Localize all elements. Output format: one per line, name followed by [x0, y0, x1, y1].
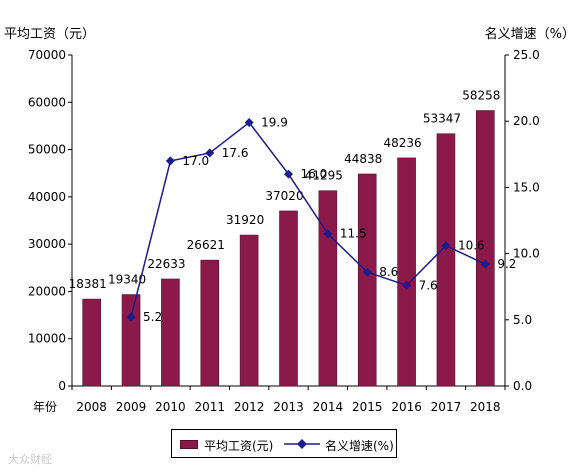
left-tick-label: 0 — [58, 379, 66, 393]
x-tick-label: 2010 — [155, 400, 186, 414]
bar-value-label-2008: 18381 — [69, 277, 107, 291]
bar-value-label-2009: 19340 — [108, 273, 146, 287]
bar-2009 — [121, 294, 141, 387]
growth-value-label-2013: 16.0 — [301, 167, 328, 181]
x-axis-title: 年份 — [33, 400, 57, 414]
x-tick-label: 2014 — [313, 400, 344, 414]
x-tick-label: 2011 — [194, 400, 225, 414]
growth-line — [130, 121, 486, 318]
left-axis-title: 平均工资（元） — [4, 27, 95, 42]
left-tick-label: 40000 — [28, 190, 66, 204]
growth-point-2012 — [244, 117, 254, 128]
x-tick-label: 2016 — [391, 400, 422, 414]
chart-legend: 平均工资(元) 名义增速(%) — [171, 429, 397, 458]
left-tick-label: 60000 — [28, 95, 66, 109]
growth-value-label-2014: 11.5 — [340, 227, 367, 241]
growth-point-2010 — [165, 156, 175, 166]
right-tick-label: 5.0 — [513, 313, 532, 327]
left-tick-label: 30000 — [28, 237, 66, 251]
legend-label-bar: 平均工资(元) — [204, 439, 274, 453]
left-tick-label: 70000 — [28, 48, 66, 62]
legend-label-line: 名义增速(%) — [325, 439, 394, 453]
bar-value-label-2012: 31920 — [226, 213, 264, 227]
bar-value-label-2011: 26621 — [187, 238, 225, 252]
bar-value-label-2016: 48236 — [383, 136, 421, 150]
x-tick-label: 2013 — [273, 400, 304, 414]
growth-value-label-2015: 8.6 — [379, 265, 398, 279]
growth-value-label-2012: 19.9 — [261, 116, 288, 130]
growth-value-label-2009: 5.2 — [143, 310, 162, 324]
bar-value-label-2015: 44838 — [344, 152, 382, 166]
bar-value-label-2014: 41295 — [305, 169, 343, 183]
right-tick-label: 20.0 — [513, 114, 540, 128]
x-tick-label: 2017 — [431, 400, 462, 414]
left-tick-label: 10000 — [28, 332, 66, 346]
growth-value-label-2016: 7.6 — [419, 278, 438, 292]
right-axis-title: 名义增速（%） — [485, 26, 575, 42]
bar-value-label-2017: 53347 — [423, 112, 461, 126]
bar-2015 — [357, 173, 377, 387]
x-tick-label: 2018 — [470, 400, 501, 414]
right-tick-label: 15.0 — [513, 180, 540, 194]
left-tick-label: 20000 — [28, 284, 66, 298]
bar-2018 — [476, 110, 495, 387]
bar-value-label-2013: 37020 — [265, 189, 303, 203]
watermark-text: 大众财经 — [8, 453, 52, 466]
growth-value-label-2018: 9.2 — [497, 257, 516, 271]
bar-2014 — [318, 190, 338, 387]
bar-value-label-2018: 58258 — [462, 89, 500, 103]
bar-2011 — [200, 259, 220, 387]
left-tick-label: 50000 — [28, 143, 66, 157]
growth-value-label-2011: 17.6 — [222, 146, 249, 160]
x-tick-label: 2008 — [76, 400, 107, 414]
bar-2012 — [239, 234, 259, 387]
right-tick-label: 25.0 — [513, 48, 540, 62]
growth-point-2011 — [205, 148, 215, 158]
right-tick-label: 10.0 — [513, 247, 540, 261]
bar-2013 — [279, 210, 298, 387]
x-tick-label: 2012 — [234, 400, 265, 414]
legend-bar-swatch — [180, 440, 198, 449]
right-tick-label: 0.0 — [513, 379, 532, 393]
bar-2017 — [436, 133, 456, 387]
x-tick-label: 2015 — [352, 400, 383, 414]
growth-value-label-2010: 17.0 — [182, 154, 209, 168]
legend-line-swatch — [284, 439, 320, 449]
bar-value-label-2010: 22633 — [147, 257, 185, 271]
growth-value-label-2017: 10.6 — [458, 239, 485, 253]
bar-2010 — [161, 278, 180, 387]
bar-2016 — [397, 157, 416, 387]
x-tick-label: 2009 — [116, 400, 147, 414]
bar-2008 — [82, 298, 101, 387]
